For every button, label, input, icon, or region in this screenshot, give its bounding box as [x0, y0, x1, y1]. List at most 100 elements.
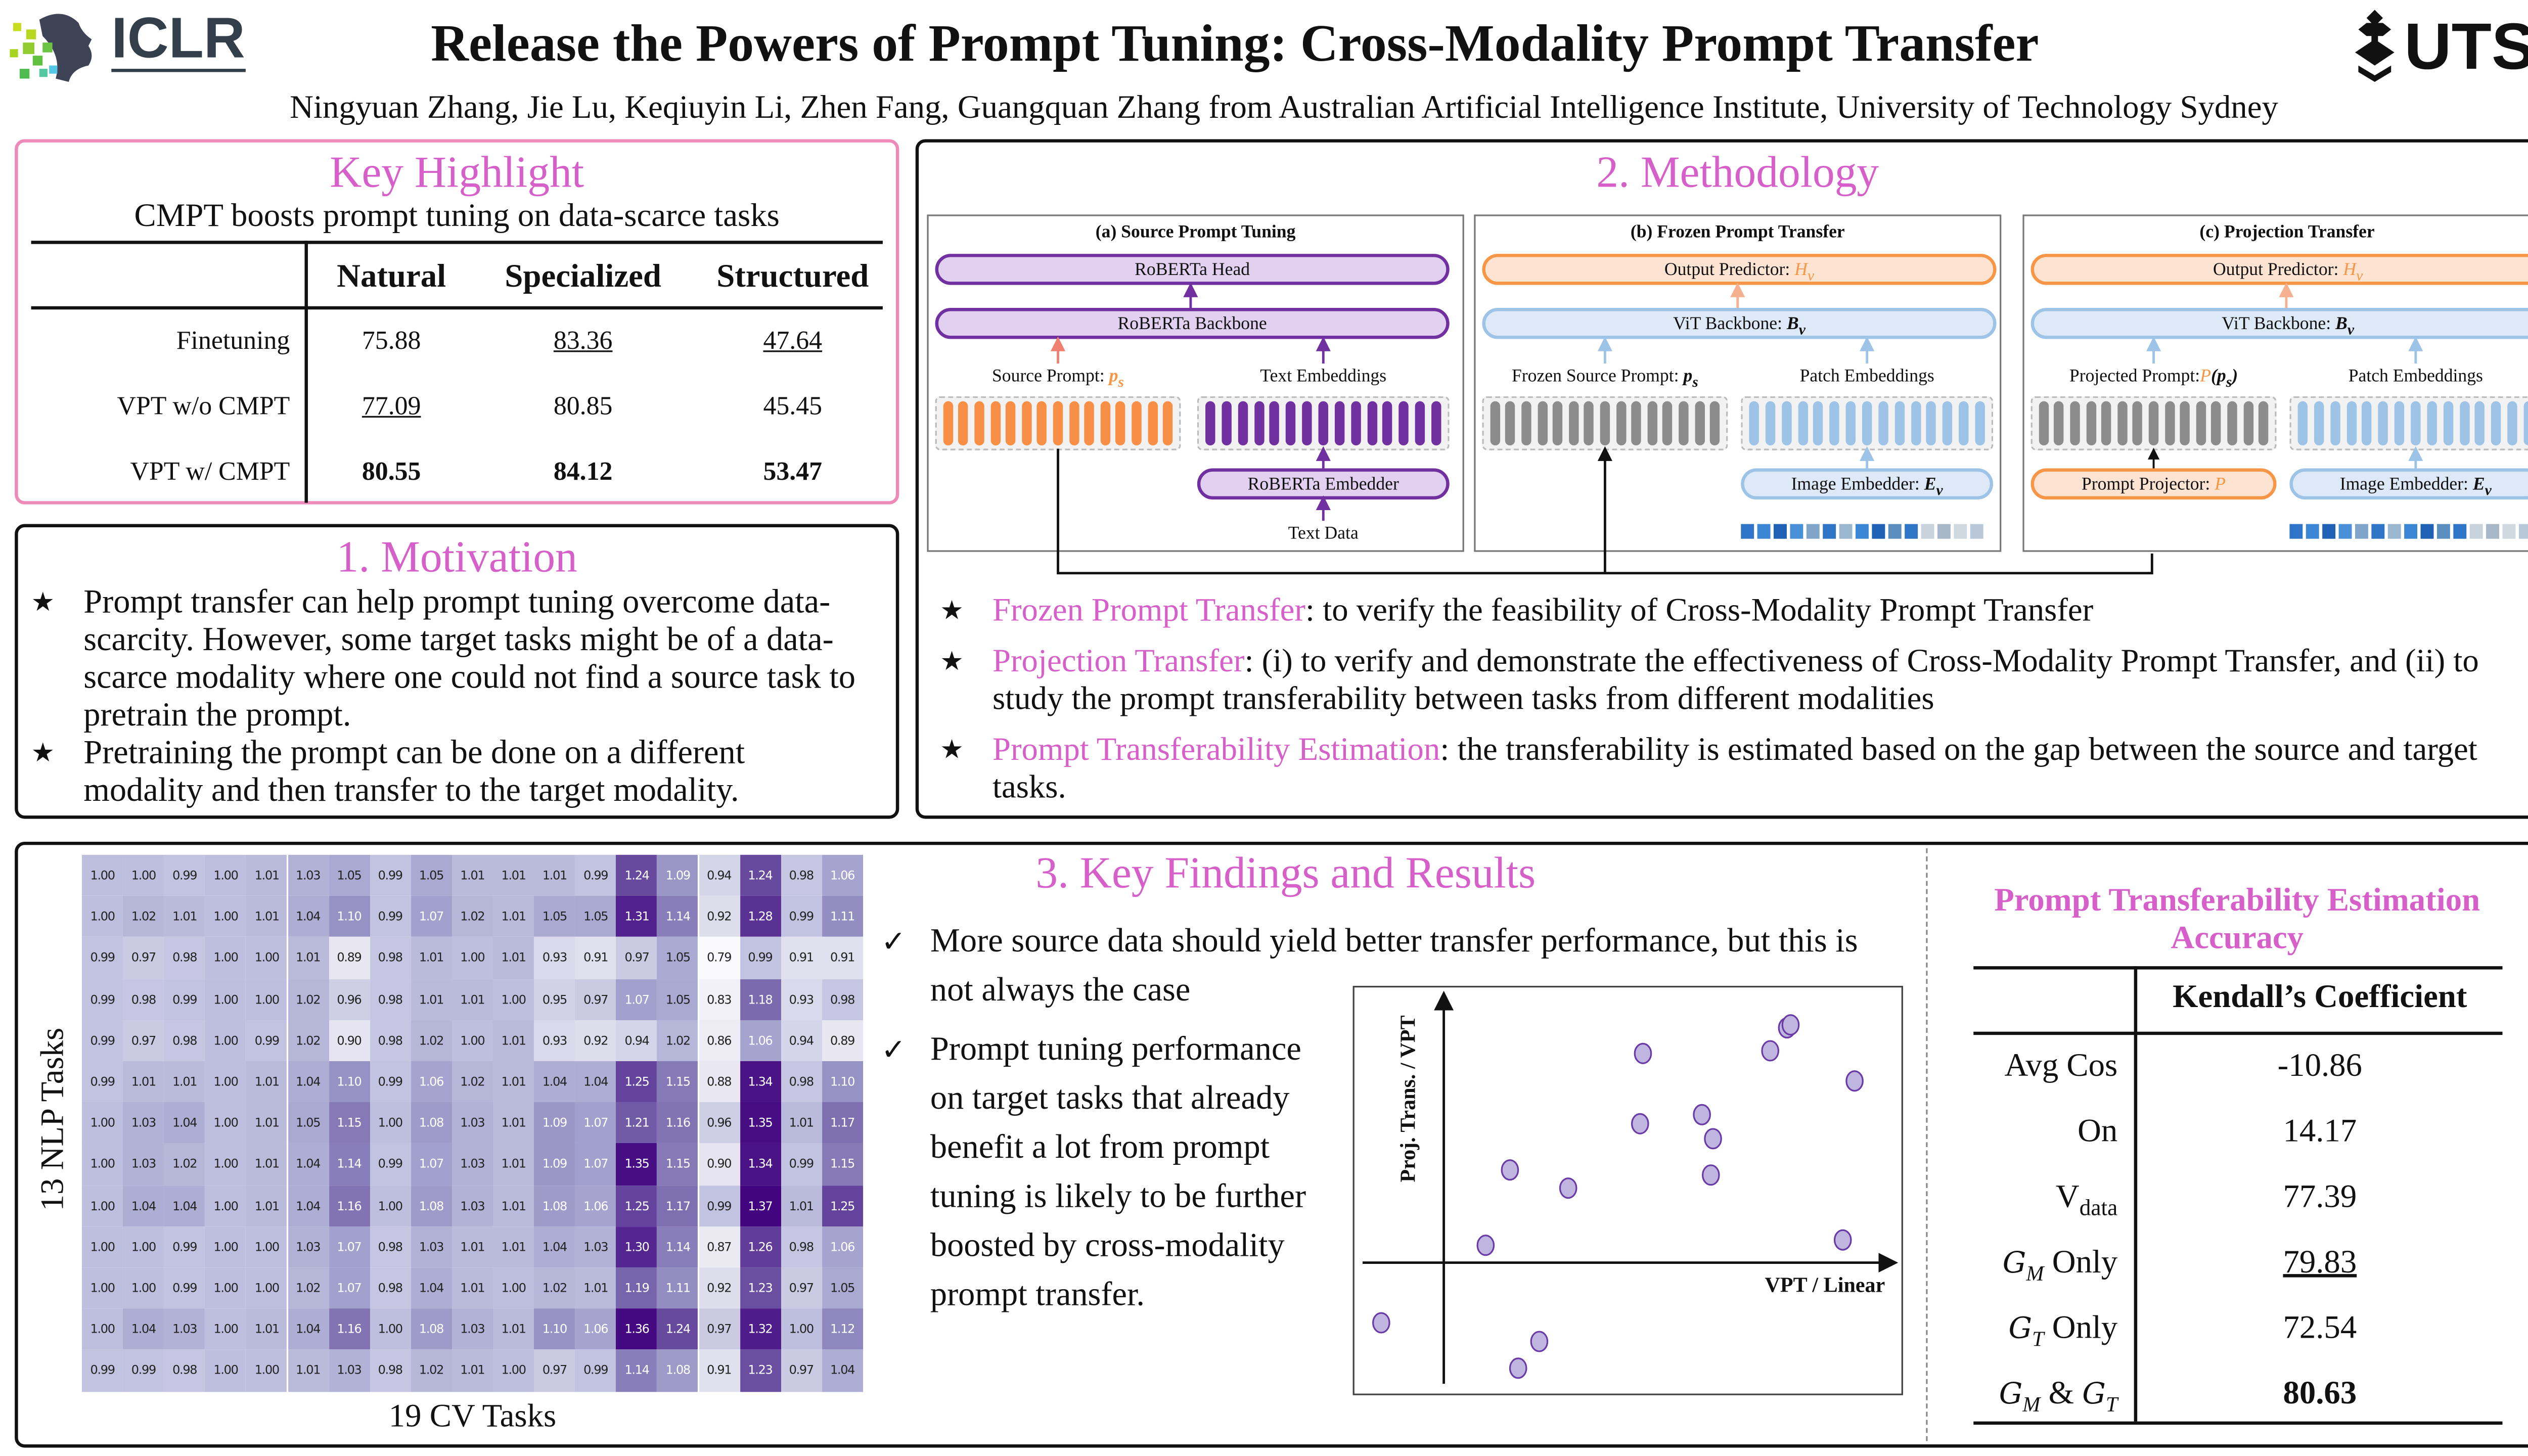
token: [1765, 401, 1775, 446]
heatmap-cell: 0.99: [370, 854, 411, 896]
heatmap-cell: 1.17: [657, 1185, 699, 1226]
heatmap-cell: 0.93: [534, 937, 575, 979]
heatmap-cell: 1.00: [246, 1267, 288, 1309]
findings-list: ✓ More source data should yield better tr…: [881, 917, 1897, 1320]
roberta-backbone-block: RoBERTa Backbone: [935, 307, 1450, 339]
sub: T: [2105, 1392, 2118, 1417]
image-patch: [2453, 524, 2467, 539]
bullet-text: : (i) to verify and demonstrate the effe…: [992, 644, 2479, 717]
heatmap-cell: 0.95: [534, 978, 575, 1020]
heatmap-cell: 1.01: [492, 1102, 534, 1144]
token: [2243, 401, 2253, 446]
token: [1797, 401, 1808, 446]
label-text: Image Embedder:: [2339, 475, 2473, 495]
sym: G: [2082, 1377, 2106, 1412]
scatter-plot: VPT / Linear Proj. Trans. / VPT: [1352, 985, 1903, 1395]
heatmap-cell: 1.02: [452, 896, 493, 938]
scatter-xlabel: VPT / Linear: [1765, 1272, 1885, 1297]
token: [2133, 401, 2143, 446]
sym: Hv: [1794, 260, 1814, 284]
token: [1894, 401, 1905, 446]
token: [1537, 401, 1547, 446]
scatter-point: [1833, 1229, 1852, 1251]
heatmap-cell: 1.00: [205, 1350, 247, 1391]
token: [1084, 401, 1095, 446]
scatter-point: [1530, 1331, 1549, 1352]
token: [1431, 401, 1441, 446]
table-cell: 75.88: [362, 327, 421, 355]
token: [2101, 401, 2111, 446]
heatmap-cell: 1.02: [123, 896, 164, 938]
heatmap-cell: 1.01: [287, 1350, 329, 1391]
heatmap-cell: 1.01: [287, 937, 329, 979]
heatmap-cell: 1.24: [657, 1308, 699, 1350]
heatmap-cell: 0.94: [781, 1020, 822, 1061]
heatmap-cell: 0.97: [534, 1350, 575, 1391]
table-divider: [2134, 966, 2137, 1422]
heatmap-cell: 1.06: [822, 854, 863, 896]
heatmap-cell: 1.10: [328, 1061, 370, 1103]
token: [1845, 401, 1856, 446]
heatmap-cell: 1.00: [370, 1185, 411, 1226]
scatter-point: [1559, 1177, 1577, 1199]
panel-arrows: [2146, 282, 2423, 469]
heatmap-cell: 0.99: [164, 978, 205, 1020]
results-title: 3. Key Findings and Results: [1035, 848, 1536, 898]
iclr-head-icon: [10, 14, 92, 82]
heatmap-cell: 1.02: [452, 1061, 493, 1103]
list-item: ★ Frozen Prompt Transfer: to verify the f…: [927, 593, 2499, 631]
panel-source-prompt-tuning: (a) Source Prompt Tuning RoBERTa Head Ro…: [927, 214, 1464, 552]
token: [1399, 401, 1409, 446]
heatmap-cell: 1.01: [492, 1020, 534, 1061]
heatmap-cell: 1.04: [164, 1185, 205, 1226]
heatmap-cell: 1.04: [287, 1144, 329, 1185]
estimation-table: Kendall’s Coefficient Avg Cos -10.86 On 14.…: [1973, 966, 2503, 1441]
motivation-section: 1. Motivation ★ Prompt transfer can help …: [15, 524, 899, 819]
heatmap-cell: 0.98: [822, 978, 863, 1020]
label-text: Output Predictor:: [1664, 260, 1795, 280]
token: [974, 401, 984, 446]
token: [2475, 401, 2486, 446]
row-label: Finetuning: [176, 327, 290, 355]
heatmap-cell: 1.02: [287, 1267, 329, 1309]
table-cell: 77.09: [362, 393, 421, 421]
row-label: GM Only: [2003, 1245, 2118, 1287]
token: [1100, 401, 1110, 446]
heatmap-cell: 0.99: [164, 1267, 205, 1309]
label-text: Source Prompt:: [991, 367, 1109, 387]
heatmap-cell: 1.00: [205, 1185, 247, 1226]
text-embedding-tokens: [1197, 396, 1450, 450]
heatmap-cell: 1.01: [492, 1061, 534, 1103]
heatmap-cell: 0.98: [164, 1350, 205, 1391]
star-icon: ★: [940, 737, 964, 765]
vit-backbone-block: ViT Backbone: Bv: [1482, 307, 1997, 339]
table-row: VPT w/ CMPT 80.55 84.12 53.47: [31, 445, 883, 511]
sym-letter: B: [2335, 314, 2348, 334]
heatmap-cell: 1.31: [616, 896, 658, 938]
heatmap-cell: 1.01: [492, 896, 534, 938]
heatmap-cell: 0.86: [698, 1020, 740, 1061]
token: [1631, 401, 1642, 446]
token: [2410, 401, 2421, 446]
heatmap-cell: 1.00: [492, 1267, 534, 1309]
sub: s: [1118, 374, 1124, 390]
highlight-header-row: Natural Specialized Structured: [31, 246, 883, 311]
token: [1813, 401, 1824, 446]
heatmap-cell: 1.00: [452, 1020, 493, 1061]
heatmap-cell: 1.00: [370, 1308, 411, 1350]
projected-prompt-tokens: [2030, 396, 2277, 450]
panel-projection-transfer: (c) Projection Transfer Output Predictor…: [2022, 214, 2528, 552]
token: [2378, 401, 2388, 446]
label-text: Projected Prompt:: [2069, 367, 2200, 387]
heatmap-cell: 1.00: [205, 1308, 247, 1350]
table-row: Avg Cos -10.86: [1973, 1038, 2502, 1104]
list-item: ★ Pretraining the prompt can be done on a…: [18, 735, 870, 810]
heatmap-cell: 1.06: [575, 1308, 616, 1350]
heatmap-cell: 1.07: [411, 1144, 452, 1185]
table-cell: 47.64: [763, 327, 823, 355]
heatmap-cell: 1.05: [328, 854, 370, 896]
heatmap-cell: 0.98: [370, 1267, 411, 1309]
heatmap-cell: 1.01: [492, 1144, 534, 1185]
table-divider: [304, 241, 307, 503]
